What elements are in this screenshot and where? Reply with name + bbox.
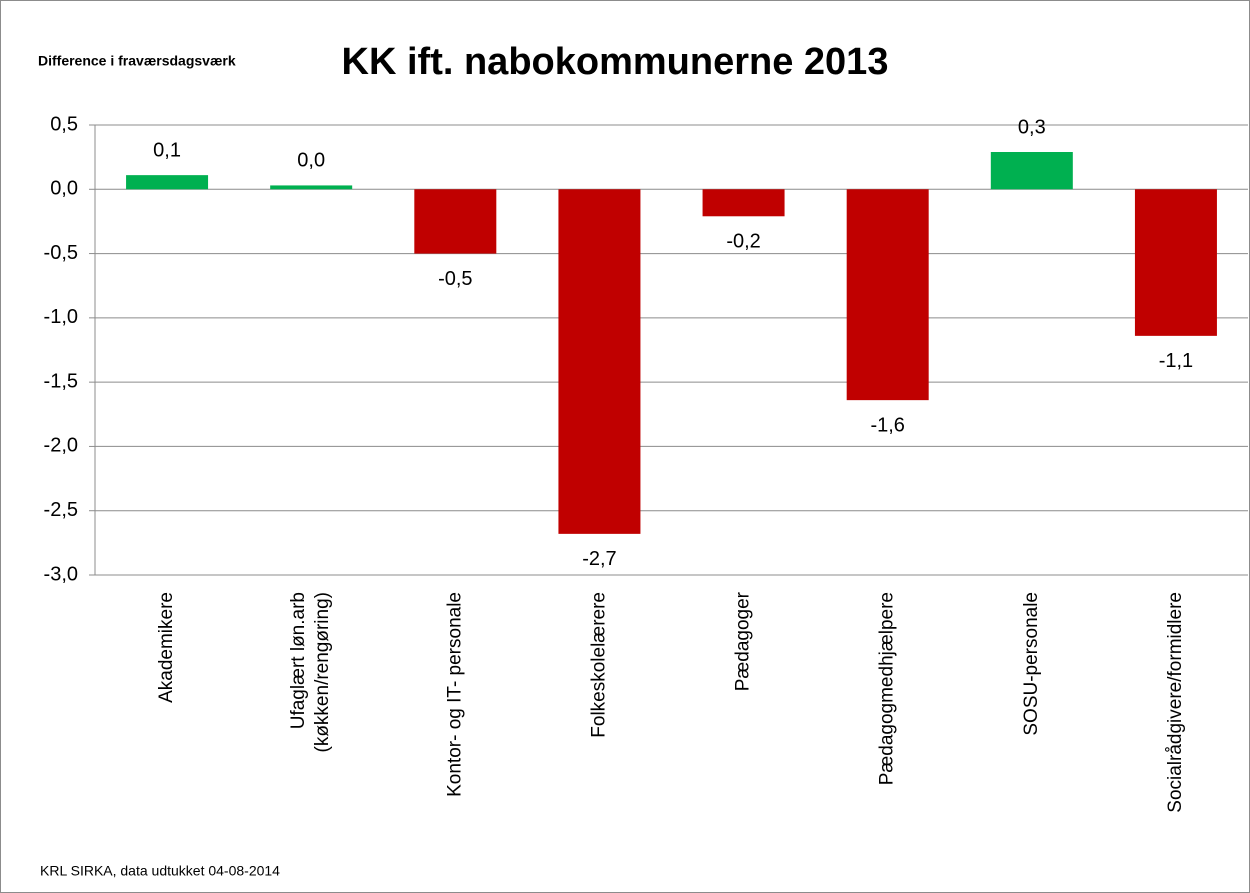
- x-tick-label: SOSU-personale: [1021, 592, 1042, 736]
- bar: [702, 189, 785, 217]
- chart-subtitle: Difference i fraværsdagsværk: [38, 53, 236, 69]
- footnote: KRL SIRKA, data udtukket 04-08-2014: [40, 863, 280, 879]
- value-label: -0,2: [726, 231, 760, 253]
- bar: [558, 189, 641, 534]
- value-label: 0,0: [297, 150, 325, 172]
- x-tick-label: Kontor- og IT- personale: [444, 592, 465, 797]
- value-label: 0,3: [1018, 116, 1046, 138]
- bar: [126, 175, 209, 190]
- value-label: 0,1: [153, 139, 181, 161]
- value-label: -0,5: [438, 268, 472, 290]
- y-tick-label: 0,5: [50, 113, 78, 135]
- y-tick-label: -2,0: [44, 435, 78, 457]
- y-tick-label: -1,0: [44, 306, 78, 328]
- y-tick-label: -2,5: [44, 499, 78, 521]
- bar: [414, 189, 497, 254]
- value-label: -1,1: [1159, 350, 1193, 372]
- x-tick-label: Folkeskolelærere: [588, 592, 609, 738]
- x-tick-label: Ufaglært løn.arb (køkken/rengøring): [288, 592, 333, 753]
- x-tick-label: Pædagoger: [733, 591, 754, 691]
- bar: [846, 189, 929, 401]
- y-tick-label: -3,0: [44, 563, 78, 585]
- chart-title: KK ift. nabokommunerne 2013: [342, 41, 889, 83]
- y-tick-label: -1,5: [44, 370, 78, 392]
- y-tick-label: 0,0: [50, 178, 78, 200]
- bar: [1134, 189, 1217, 336]
- x-tick-label: Socialrådgivere/formidlere: [1165, 592, 1186, 813]
- bar: [990, 152, 1073, 190]
- value-label: -1,6: [870, 414, 904, 436]
- x-tick-label: Pædagogmedhjælpere: [877, 592, 898, 785]
- x-tick-label: Akademikere: [156, 592, 177, 703]
- value-label: -2,7: [582, 548, 616, 570]
- bar: [270, 185, 353, 190]
- y-tick-label: -0,5: [44, 242, 78, 264]
